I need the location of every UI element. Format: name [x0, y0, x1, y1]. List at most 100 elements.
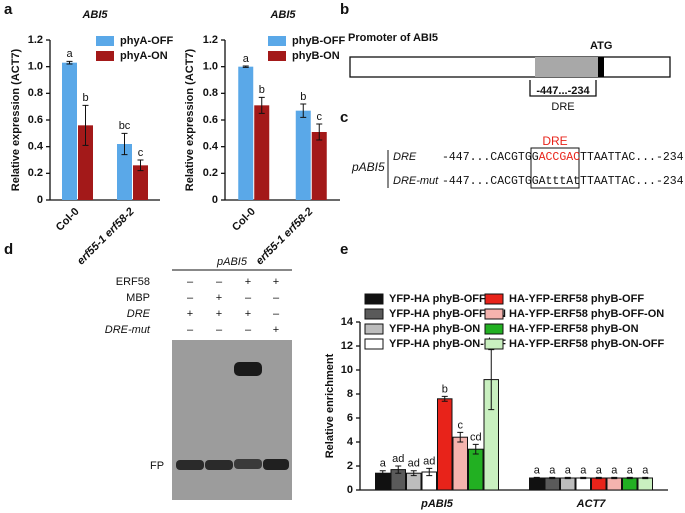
bar: [295, 110, 311, 200]
y-tick-label: 1.0: [28, 61, 43, 73]
fp-label: FP: [150, 460, 164, 472]
error-bar: [549, 476, 556, 480]
significance-letter: b: [442, 383, 448, 395]
sequence: -447...CACGTGGACCGACTTAATTAC...-234: [442, 151, 684, 164]
legend-label: YFP-HA phyB-ON-OFF: [389, 338, 506, 350]
legend-swatch: [364, 323, 384, 335]
legend-label: HA-YFP-ERF58 phyB-OFF: [509, 293, 644, 305]
row-label: MBP: [126, 292, 150, 304]
significance-letter: ad: [392, 453, 404, 465]
significance-letter: c: [317, 111, 323, 123]
chart-title: ABI5: [81, 9, 108, 21]
error-bar: [379, 470, 386, 477]
y-tick-label: 0.4: [203, 141, 219, 153]
legend-swatch: [484, 293, 504, 305]
legend-swatch: [484, 308, 504, 320]
bar: [311, 132, 327, 200]
bar: [529, 477, 545, 491]
probe-label: pABI5: [216, 256, 248, 268]
lane-sign: –: [273, 292, 280, 304]
band: [205, 460, 233, 470]
x-tick-label: pABI5: [420, 498, 454, 510]
y-axis-label: Relative expression (ACT7): [10, 48, 22, 191]
y-tick-label: 4: [347, 436, 354, 448]
panel-label: a: [4, 1, 13, 18]
legend-label: phyA-ON: [120, 50, 168, 62]
y-tick-label: 10: [341, 364, 353, 376]
error-bar: [626, 476, 633, 480]
band: [263, 459, 289, 470]
legend-swatch: [484, 338, 504, 350]
promoter-title: Promoter of ABI5: [348, 32, 438, 44]
lane-sign: +: [245, 276, 251, 288]
error-bar: [66, 60, 73, 65]
lane-sign: +: [273, 324, 279, 336]
error-bar: [242, 65, 249, 68]
significance-letter: a: [534, 464, 541, 476]
legend-swatch: [268, 36, 286, 46]
bar: [606, 477, 622, 491]
error-bar: [533, 476, 540, 480]
significance-letter: a: [380, 458, 387, 470]
legend-label: YFP-HA phyB-OFF: [389, 293, 486, 305]
significance-letter: a: [549, 464, 556, 476]
chart-title: ABI5: [269, 9, 296, 21]
error-bar: [564, 476, 571, 480]
significance-letter: b: [259, 84, 265, 96]
bar: [622, 477, 638, 491]
significance-letter: cd: [470, 431, 482, 443]
significance-letter: a: [243, 53, 250, 65]
x-tick-label: ACT7: [576, 498, 607, 510]
y-tick-label: 0.6: [28, 114, 43, 126]
band: [234, 459, 262, 469]
lane-sign: –: [187, 276, 194, 288]
significance-letter: b: [300, 91, 306, 103]
lane-sign: –: [245, 324, 252, 336]
bar: [452, 436, 468, 491]
y-tick-label: 12: [341, 340, 353, 352]
bar: [133, 165, 148, 200]
y-tick-label: 0: [37, 194, 43, 206]
legend-label: YFP-HA phyB-OFF-ON: [389, 308, 506, 320]
significance-letter: a: [580, 464, 587, 476]
band: [176, 460, 204, 470]
significance-letter: a: [66, 48, 73, 60]
error-bar: [258, 96, 265, 114]
significance-letter: bc: [119, 120, 131, 132]
significance-letter: c: [138, 147, 144, 159]
y-tick-label: 8: [347, 388, 353, 400]
error-bar: [410, 470, 417, 477]
error-bar: [488, 349, 495, 411]
error-bar: [121, 132, 128, 156]
legend-swatch: [96, 51, 114, 61]
significance-letter: a: [565, 464, 572, 476]
bar: [254, 105, 270, 200]
legend-swatch: [364, 338, 384, 350]
y-tick-label: 0: [212, 194, 218, 206]
y-tick-label: 0.8: [203, 87, 218, 99]
legend-label: phyA-OFF: [120, 35, 173, 47]
bar: [117, 144, 132, 200]
error-bar: [300, 103, 307, 118]
error-bar: [395, 465, 402, 474]
x-tick-label: erf55-1 erf58-2: [254, 206, 316, 268]
error-bar: [426, 467, 433, 477]
panel-label: d: [4, 241, 13, 258]
error-bar: [472, 443, 479, 455]
lane-sign: –: [216, 276, 223, 288]
lane-sign: –: [187, 292, 194, 304]
bar: [591, 477, 607, 491]
shift-band: [234, 362, 262, 376]
y-tick-label: 1.0: [203, 61, 218, 73]
row-label: DRE: [127, 308, 151, 320]
panel-label: e: [340, 241, 348, 258]
significance-letter: ad: [423, 455, 435, 467]
legend-swatch: [364, 293, 384, 305]
bar: [62, 62, 77, 200]
row-label: DRE-mut: [105, 324, 151, 336]
significance-letter: a: [611, 464, 618, 476]
y-tick-label: 1.2: [203, 34, 218, 46]
error-bar: [611, 476, 618, 480]
lane-sign: –: [187, 324, 194, 336]
